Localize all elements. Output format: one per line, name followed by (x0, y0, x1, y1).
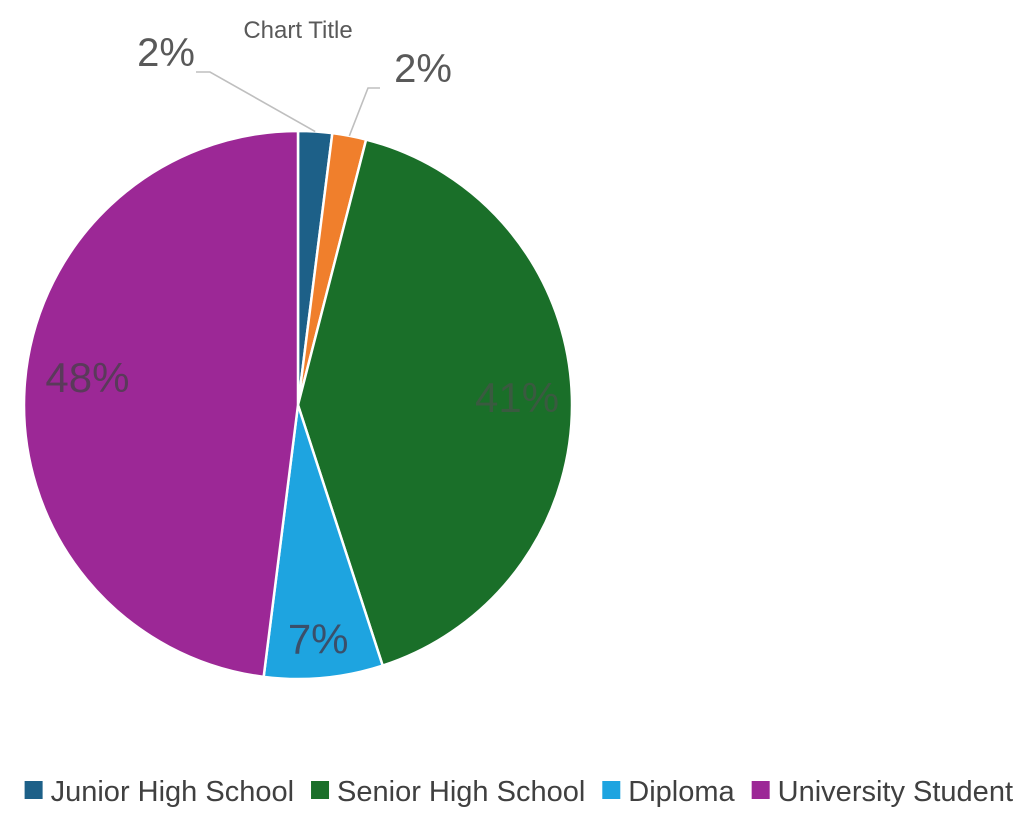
pie-slice-university-student (22, 129, 300, 679)
legend-label-senior-high-school: Senior High School (337, 776, 585, 808)
legend-item-university-student: University Student (751, 776, 1013, 808)
legend-item-junior-high-school: Junior High School (24, 776, 294, 808)
legend-item-senior-high-school: Senior High School (311, 776, 585, 808)
chart-title: Chart Title (243, 17, 352, 44)
data-label-diploma: 7% (288, 616, 349, 663)
data-labels: 2% 2% 41% 7% 48% (45, 31, 559, 663)
leader-line-unlabeled (348, 87, 380, 137)
legend-label-junior-high-school: Junior High School (51, 776, 294, 808)
legend-swatch-university-student (751, 781, 770, 799)
data-label-unlabeled: 2% (394, 47, 452, 91)
leader-line-junior-high-school (196, 71, 316, 133)
legend: Junior High School Senior High School Dipl… (24, 776, 1013, 808)
data-label-university-student: 48% (45, 354, 129, 401)
legend-label-diploma: Diploma (628, 776, 735, 808)
legend-item-diploma: Diploma (602, 776, 736, 808)
legend-label-university-student: University Student (778, 776, 1013, 808)
data-label-senior-high-school: 41% (475, 374, 559, 421)
legend-swatch-diploma (602, 781, 621, 799)
legend-swatch-senior-high-school (311, 781, 330, 799)
pie-slice-senior-high-school (296, 138, 574, 667)
pie-slice-diploma (262, 403, 384, 681)
pie-slices (22, 129, 574, 681)
legend-swatch-junior-high-school (24, 781, 43, 799)
leader-lines (196, 71, 380, 137)
data-label-junior-high-school: 2% (137, 31, 195, 75)
